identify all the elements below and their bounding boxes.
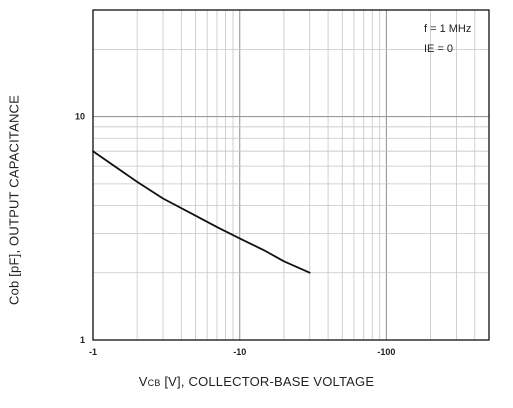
x-tick-label: -1 [89,347,97,357]
x-axis-label-text: [V], COLLECTOR-BASE VOLTAGE [160,374,375,389]
x-axis-label-subscript: CB [147,378,161,388]
series-line-cob [92,150,311,274]
x-tick-label: -100 [377,347,395,357]
annotation-emitter-current: IE = 0 [424,43,453,55]
plot-frame [92,9,490,341]
x-axis-label-symbol: V [138,374,148,389]
x-tick-label: -10 [233,347,246,357]
y-tick-label: 1 [80,335,85,345]
x-axis-label: VCB [V], COLLECTOR-BASE VOLTAGE [0,374,513,389]
y-tick-label: 10 [75,112,85,122]
annotation-frequency: f = 1 MHz [424,23,471,35]
y-axis-label: Cob [pF], OUTPUT CAPACITANCE [6,94,22,306]
